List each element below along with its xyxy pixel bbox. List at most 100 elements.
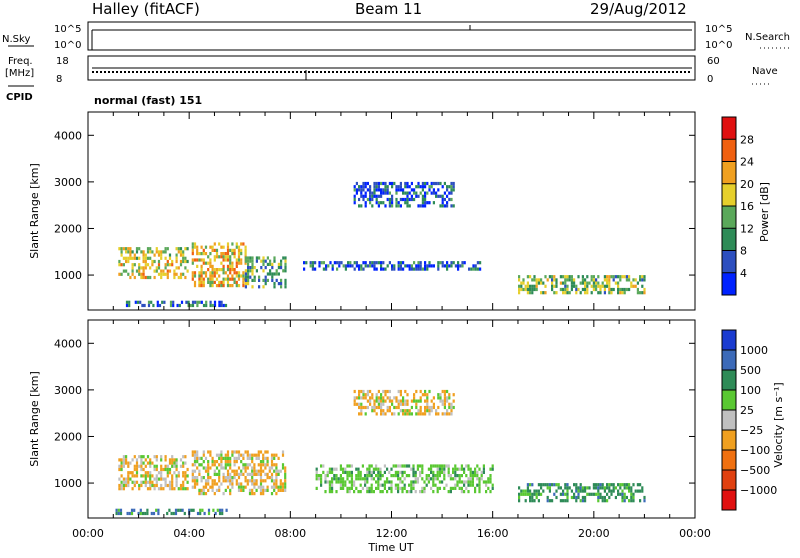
scatter-cell xyxy=(526,284,529,288)
scatter-cell xyxy=(485,483,488,487)
scatter-cell xyxy=(125,256,128,260)
scatter-cell xyxy=(166,247,169,251)
scatter-cell xyxy=(160,250,163,254)
scatter-cell xyxy=(129,461,132,465)
scatter-cell xyxy=(428,405,431,410)
scatter-cell xyxy=(179,464,183,468)
scatter-cell xyxy=(255,259,258,263)
scatter-cell xyxy=(180,300,184,304)
scatter-cell xyxy=(603,499,606,503)
scatter-cell xyxy=(207,268,210,272)
scatter-cell xyxy=(450,188,453,192)
scatter-cell xyxy=(370,464,373,468)
scatter-cell xyxy=(237,456,241,460)
scatter-cell xyxy=(120,480,123,484)
scatter-cell xyxy=(164,256,167,260)
scatter-cell xyxy=(144,256,147,260)
scatter-cell xyxy=(168,263,172,267)
scatter-cell xyxy=(630,492,633,496)
scatter-cell xyxy=(160,275,163,280)
scatter-cell xyxy=(209,476,212,480)
scatter-cell xyxy=(467,490,470,494)
scatter-cell xyxy=(270,472,274,476)
scatter-cell xyxy=(320,261,323,265)
scatter-cell xyxy=(469,474,472,478)
scatter-cell xyxy=(264,282,267,286)
scatter-cell xyxy=(350,483,353,487)
scatter-cell xyxy=(449,486,452,490)
scatter-cell xyxy=(224,258,227,262)
scatter-cell xyxy=(255,488,258,492)
scatter-cell xyxy=(437,412,440,416)
scatter-cell xyxy=(328,486,331,490)
scatter-cell xyxy=(388,389,391,394)
scatter-cell xyxy=(284,479,287,483)
scatter-cell xyxy=(229,466,232,470)
scatter-cell xyxy=(198,456,201,460)
scatter-cell xyxy=(452,204,455,208)
scatter-cell xyxy=(371,204,374,208)
scatter-cell xyxy=(213,300,217,304)
scatter-cell xyxy=(379,467,382,471)
scatter-cell xyxy=(262,469,265,473)
scatter-cell xyxy=(566,492,569,496)
scatter-cell xyxy=(540,486,543,490)
colorbar-tick-label: 16 xyxy=(740,200,754,213)
scatter-cell xyxy=(196,300,199,304)
scatter-cell xyxy=(182,259,185,264)
scatter-cell xyxy=(204,271,208,275)
scatter-cell xyxy=(621,483,624,487)
scatter-cell xyxy=(209,277,212,281)
scatter-cell xyxy=(412,467,415,471)
scatter-cell xyxy=(322,261,325,265)
scatter-cell xyxy=(224,453,227,457)
scatter-cell xyxy=(358,185,361,189)
scatter-cell xyxy=(222,303,225,308)
scatter-cell xyxy=(218,488,221,492)
scatter-cell xyxy=(135,269,139,273)
scatter-cell xyxy=(344,264,347,268)
scatter-cell xyxy=(127,480,130,484)
scatter-cell xyxy=(603,486,606,490)
scatter-cell xyxy=(266,450,269,454)
scatter-cell xyxy=(436,486,439,490)
scatter-cell xyxy=(535,281,538,285)
scatter-cell xyxy=(555,284,558,288)
scatter-cell xyxy=(233,456,236,460)
scatter-cell xyxy=(339,483,342,487)
colorbar-swatch xyxy=(722,370,736,390)
scatter-cell xyxy=(446,201,449,205)
scatter-cell xyxy=(202,492,205,496)
scatter-cell xyxy=(342,470,345,474)
scatter-cell xyxy=(164,250,167,254)
scatter-cell xyxy=(172,511,175,516)
scatter-cell xyxy=(191,303,195,308)
scatter-cell xyxy=(625,278,628,282)
scatter-cell xyxy=(438,470,441,474)
scatter-cell xyxy=(147,303,151,308)
scatter-cell xyxy=(401,470,404,474)
scatter-cell xyxy=(612,287,615,292)
scatter-cell xyxy=(438,480,441,484)
scatter-cell xyxy=(242,277,245,281)
scatter-cell xyxy=(595,486,598,490)
scatter-cell xyxy=(402,188,405,192)
scatter-cell xyxy=(446,194,449,198)
scatter-cell xyxy=(402,399,405,403)
scatter-cell xyxy=(386,490,389,494)
scatter-cell xyxy=(364,393,367,397)
scatter-cell xyxy=(432,490,435,494)
scatter-cell xyxy=(416,477,419,481)
scatter-cell xyxy=(606,281,609,285)
scatter-cell xyxy=(457,261,460,265)
scatter-cell xyxy=(270,466,274,470)
scatter-cell xyxy=(487,477,490,481)
scatter-cell xyxy=(198,300,201,304)
scatter-cell xyxy=(215,271,219,275)
scatter-cell xyxy=(366,480,369,484)
scatter-cell xyxy=(218,508,222,512)
scatter-cell xyxy=(259,472,263,476)
scatter-cell xyxy=(437,188,440,192)
scatter-cell xyxy=(406,197,409,202)
